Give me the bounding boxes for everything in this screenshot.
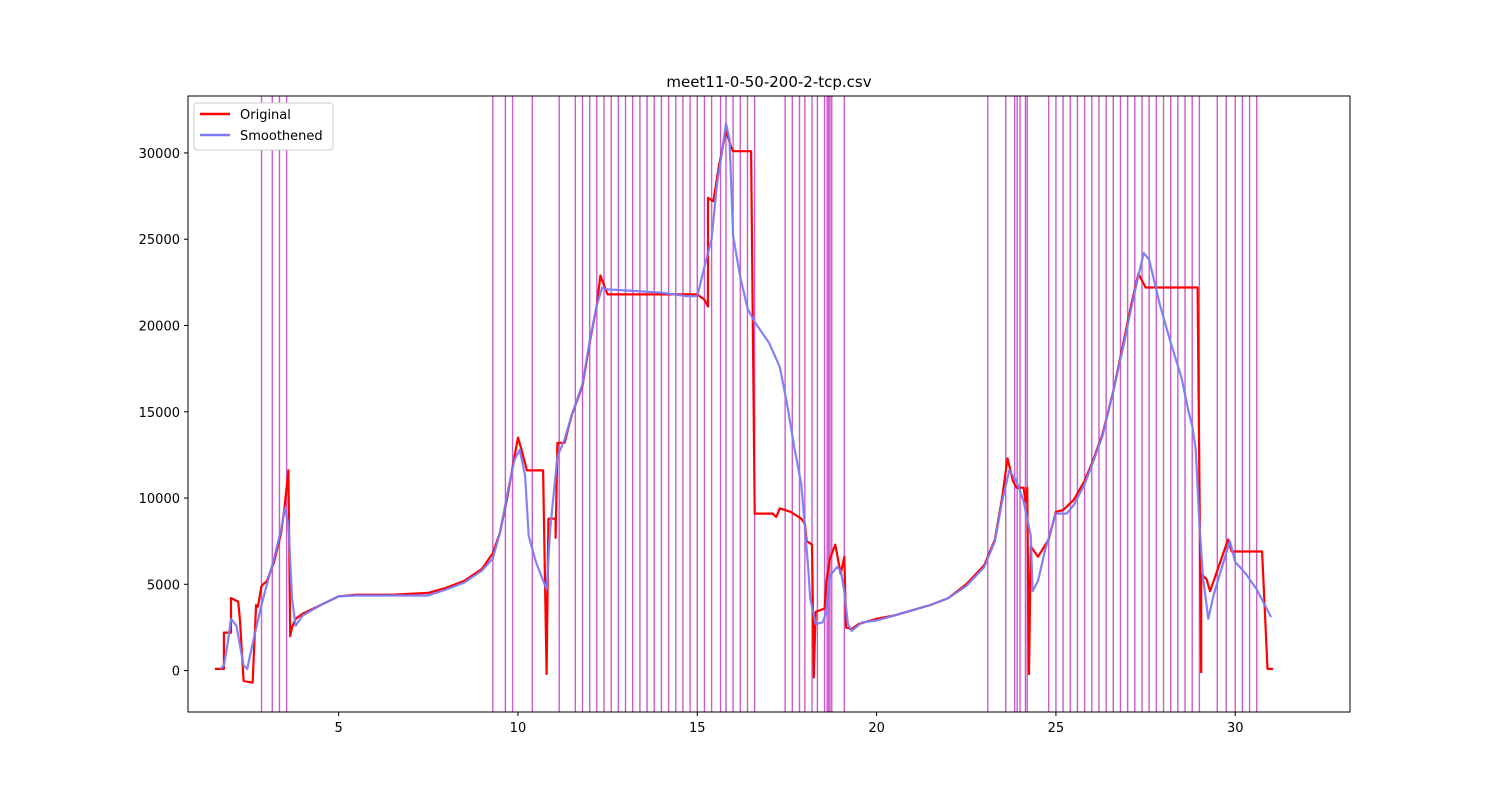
chart-title: meet11-0-50-200-2-tcp.csv <box>666 73 871 91</box>
series-layer <box>214 122 1273 684</box>
x-tick-label-3: 20 <box>868 721 885 736</box>
legend-label-smoothened: Smoothened <box>240 129 323 144</box>
x-tick-label-0: 5 <box>334 721 342 736</box>
y-tick-label-5: 25000 <box>139 233 180 248</box>
y-axis: 0 5000 10000 15000 20000 25000 30000 <box>139 147 188 680</box>
y-tick-label-1: 5000 <box>147 578 180 593</box>
vertical-markers <box>260 96 1258 712</box>
plot-frame <box>187 95 1351 713</box>
legend: Original Smoothened <box>193 102 334 151</box>
x-tick-label-4: 25 <box>1048 721 1065 736</box>
series-line-original <box>214 129 1273 684</box>
x-axis: 5 10 15 20 25 30 <box>334 712 1244 736</box>
y-tick-label-6: 30000 <box>139 147 180 162</box>
legend-label-original: Original <box>240 108 291 123</box>
y-tick-label-2: 10000 <box>139 492 180 507</box>
y-tick-label-4: 20000 <box>139 319 180 334</box>
x-tick-label-2: 15 <box>689 721 706 736</box>
x-tick-label-1: 10 <box>510 721 527 736</box>
series-line-smoothened <box>219 122 1273 670</box>
y-tick-label-0: 0 <box>172 665 180 680</box>
y-tick-label-3: 15000 <box>139 406 180 421</box>
x-tick-label-5: 30 <box>1227 721 1244 736</box>
